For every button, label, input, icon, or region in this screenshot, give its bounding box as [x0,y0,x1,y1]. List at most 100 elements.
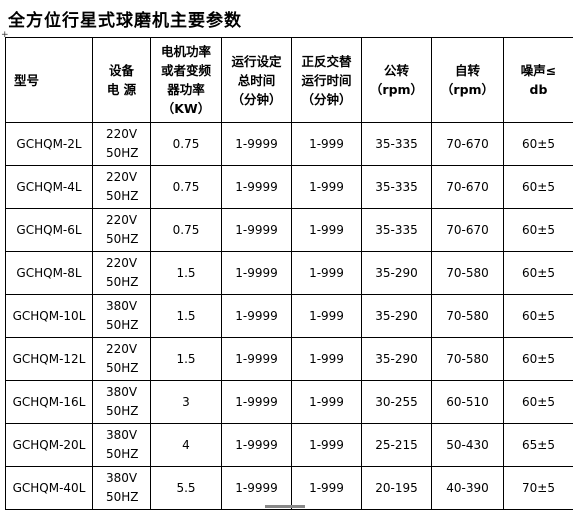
header-motor-power: 电机功率 或者变频 器功率 （KW） [151,38,222,123]
total-runtime-cell: 1-9999 [222,252,292,295]
frequency-value: 50HZ [106,488,150,507]
voltage-value: 220V [106,125,150,144]
voltage-value: 220V [106,211,150,230]
alternating-runtime-cell: 1-999 [292,295,362,338]
alternating-runtime-cell: 1-999 [292,338,362,381]
alternating-runtime-cell: 1-999 [292,209,362,252]
alternating-runtime-cell: 1-999 [292,123,362,166]
total-runtime-cell: 1-9999 [222,123,292,166]
header-rotation: 自转 （rpm） [432,38,504,123]
frequency-value: 50HZ [106,144,150,163]
rotation-cell: 70-670 [432,209,504,252]
total-runtime-cell: 1-9999 [222,467,292,510]
total-runtime-cell: 1-9999 [222,295,292,338]
header-revolution: 公转 （rpm） [362,38,432,123]
spec-table: 型号 设备 电 源 电机功率 或者变频 器功率 （KW） 运行设定 总时间 （分… [5,37,573,510]
motor-power-cell: 1.5 [151,252,222,295]
header-alternating-runtime-label: 正反交替 运行时间 （分钟） [292,52,361,109]
document-title: 全方位行星式球磨机主要参数 [8,6,242,31]
noise-cell: 60±5 [504,381,573,424]
frequency-value: 50HZ [106,230,150,249]
revolution-cell: 25-215 [362,424,432,467]
model-cell: GCHQM-2L [6,123,93,166]
frequency-value: 50HZ [106,402,150,421]
noise-cell: 65±5 [504,424,573,467]
model-cell: GCHQM-20L [6,424,93,467]
header-noise-label: 噪声≤ db [504,61,573,99]
noise-cell: 60±5 [504,338,573,381]
revolution-cell: 30-255 [362,381,432,424]
table-header-row: 型号 设备 电 源 电机功率 或者变频 器功率 （KW） 运行设定 总时间 （分… [6,38,573,123]
voltage-value: 220V [106,168,150,187]
noise-cell: 70±5 [504,467,573,510]
motor-power-cell: 0.75 [151,166,222,209]
header-power-supply: 设备 电 源 [93,38,151,123]
motor-power-cell: 1.5 [151,338,222,381]
rotation-cell: 60-510 [432,381,504,424]
rotation-cell: 50-430 [432,424,504,467]
noise-cell: 60±5 [504,209,573,252]
voltage-value: 380V [106,383,150,402]
revolution-cell: 20-195 [362,467,432,510]
model-cell: GCHQM-4L [6,166,93,209]
revolution-cell: 35-290 [362,252,432,295]
motor-power-cell: 4 [151,424,222,467]
alternating-runtime-cell: 1-999 [292,424,362,467]
rotation-cell: 40-390 [432,467,504,510]
motor-power-cell: 0.75 [151,209,222,252]
rotation-cell: 70-670 [432,166,504,209]
motor-power-cell: 3 [151,381,222,424]
voltage-value: 380V [106,426,150,445]
noise-cell: 60±5 [504,295,573,338]
header-motor-power-label: 电机功率 或者变频 器功率 （KW） [151,42,221,118]
alternating-runtime-cell: 1-999 [292,467,362,510]
alternating-runtime-cell: 1-999 [292,381,362,424]
header-model: 型号 [6,38,93,123]
header-power-supply-label: 设备 电 源 [93,61,150,99]
motor-power-cell: 1.5 [151,295,222,338]
revolution-cell: 35-335 [362,209,432,252]
model-cell: GCHQM-10L [6,295,93,338]
model-cell: GCHQM-6L [6,209,93,252]
total-runtime-cell: 1-9999 [222,209,292,252]
frequency-value: 50HZ [106,445,150,464]
header-alternating-runtime: 正反交替 运行时间 （分钟） [292,38,362,123]
model-cell: GCHQM-12L [6,338,93,381]
header-model-char-1: 型 [14,73,27,88]
total-runtime-cell: 1-9999 [222,424,292,467]
model-cell: GCHQM-8L [6,252,93,295]
model-cell: GCHQM-40L [6,467,93,510]
revolution-cell: 35-290 [362,338,432,381]
rotation-cell: 70-580 [432,295,504,338]
frequency-value: 50HZ [106,359,150,378]
total-runtime-cell: 1-9999 [222,166,292,209]
model-cell: GCHQM-16L [6,381,93,424]
total-runtime-cell: 1-9999 [222,381,292,424]
revolution-cell: 35-335 [362,166,432,209]
rotation-cell: 70-580 [432,338,504,381]
voltage-value: 380V [106,297,150,316]
voltage-value: 220V [106,254,150,273]
motor-power-cell: 5.5 [151,467,222,510]
header-noise: 噪声≤ db [504,38,573,123]
voltage-value: 220V [106,340,150,359]
revolution-cell: 35-290 [362,295,432,338]
revolution-cell: 35-335 [362,123,432,166]
frequency-value: 50HZ [106,273,150,292]
